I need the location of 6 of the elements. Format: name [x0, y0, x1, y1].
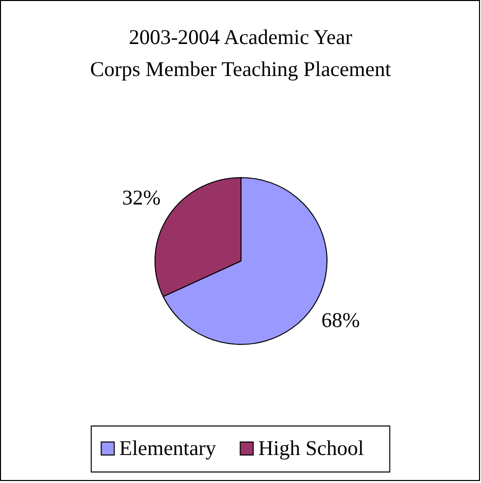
legend-label: Elementary [119, 436, 217, 460]
chart-title: 2003-2004 Academic Year [128, 25, 352, 49]
data-label: 32% [122, 185, 161, 210]
data-label: 68% [321, 308, 360, 332]
chart-subtitle: Corps Member Teaching Placement [90, 57, 392, 81]
legend-label: High School [258, 436, 364, 460]
